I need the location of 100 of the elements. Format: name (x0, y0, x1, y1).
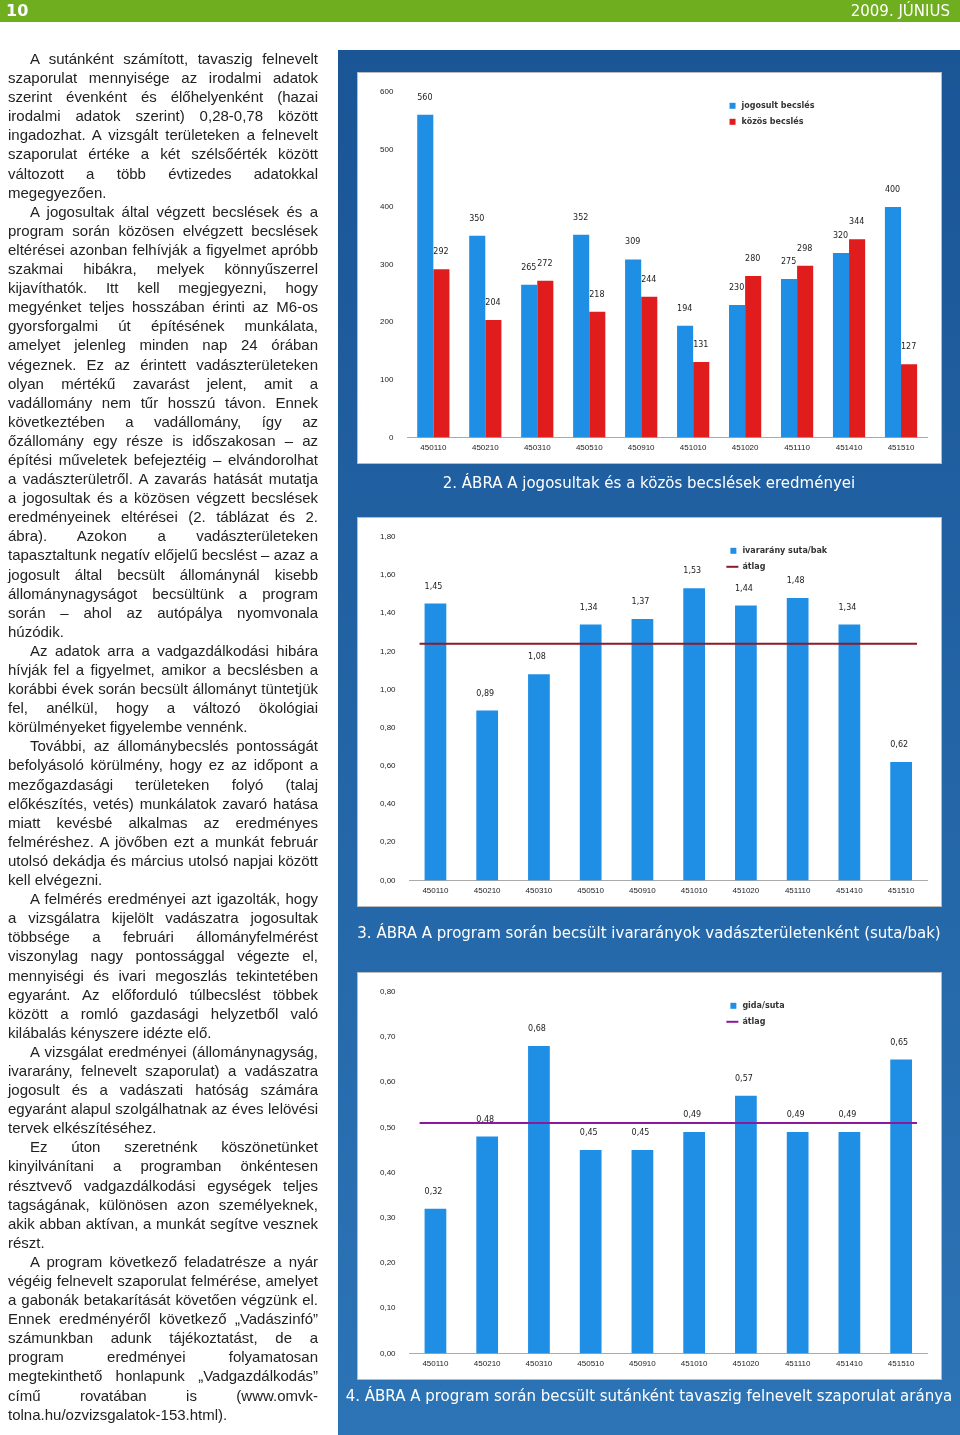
x-tick-label: 451020 (731, 443, 760, 453)
bar (890, 762, 912, 881)
data-label: 265 (521, 262, 537, 272)
y-tick-label: 1,00 (379, 684, 397, 694)
x-tick-label: 450910 (629, 886, 657, 896)
data-label: 0,62 (890, 740, 909, 750)
x-tick-label: 450110 (422, 886, 450, 896)
y-tick-label: 500 (379, 144, 394, 154)
data-label: 218 (589, 289, 605, 299)
y-tick-label: 400 (379, 202, 394, 212)
x-tick-label: 451010 (680, 1359, 709, 1369)
x-tick-label: 450210 (473, 886, 502, 896)
x-tick-label: 450210 (473, 1359, 502, 1369)
text: 2009. JÚNIUS (850, 2, 950, 20)
bar (838, 624, 861, 881)
x-tick-label: 450310 (523, 443, 552, 453)
data-label: 1,45 (424, 581, 443, 591)
legend-label: átlag (742, 561, 766, 571)
bar (838, 1131, 861, 1354)
data-label: 127 (901, 342, 917, 352)
data-label: 350 (469, 213, 485, 223)
y-tick-label: 1,20 (379, 646, 397, 656)
text: A program következő feladatrésze a nyár végéig felnevelt szaporulat felmérése, amelyet a gabonák betakarítását követően végzünk el. Ennek eredményéről következő „Vadászinfó” számunkban adunk tájékoztatást, de a program eredményei folyamatosan megtekinthető honlapunk „Vadgazdálkodás” című rovatában is (www.omvk-tolna.hu/ozvizsgalatok-153.html). (8, 1252, 318, 1423)
legend-label: ivararány suta/bak (742, 545, 828, 555)
x-tick-label: 450110 (422, 1359, 450, 1369)
bar (786, 1131, 809, 1354)
data-label: 1,37 (631, 596, 650, 606)
x-tick-label: 451010 (680, 886, 709, 896)
bar (417, 114, 434, 438)
legend-label: gida/suta (742, 1000, 785, 1010)
y-tick-label: 0,60 (379, 761, 397, 771)
data-label: 0,89 (476, 688, 495, 698)
data-label: 0,45 (579, 1128, 598, 1138)
x-tick-label: 450910 (629, 1359, 657, 1369)
bar (832, 253, 850, 438)
data-label: 0,57 (735, 1073, 753, 1083)
data-label: 292 (433, 247, 449, 257)
bar (786, 597, 809, 881)
x-tick-label: 450110 (420, 443, 447, 453)
data-label: 309 (625, 237, 641, 247)
y-tick-label: 0 (388, 432, 394, 442)
x-tick-label: 451020 (732, 1359, 760, 1369)
y-tick-label: 1,60 (379, 570, 397, 580)
bar (884, 207, 902, 438)
y-tick-label: 0,70 (379, 1032, 397, 1042)
bar (424, 603, 447, 881)
y-tick-label: 0,10 (379, 1303, 397, 1313)
bar (677, 325, 694, 438)
y-tick-label: 0,20 (379, 1258, 397, 1268)
bar (579, 1150, 602, 1354)
bar (469, 235, 486, 438)
x-tick-label: 451510 (887, 886, 916, 896)
bar (424, 1208, 447, 1354)
y-tick-label: 0,80 (379, 722, 397, 732)
y-tick-label: 100 (379, 375, 394, 384)
data-label: 131 (693, 340, 709, 350)
data-label: 244 (641, 274, 657, 284)
bar (476, 710, 499, 881)
legend-label: jogosult becslés (740, 99, 815, 110)
legend-label: közös becslés (741, 115, 804, 126)
x-tick-label: 450910 (627, 443, 656, 453)
bar (890, 1059, 912, 1354)
data-label: 0,68 (528, 1024, 546, 1034)
x-tick-label: 451410 (836, 1359, 864, 1369)
x-tick-label: 450510 (577, 1359, 605, 1369)
data-label: 0,48 (476, 1114, 495, 1124)
x-tick-label: 451110 (784, 1359, 811, 1369)
y-tick-label: 0,00 (379, 1348, 397, 1358)
x-tick-label: 450510 (575, 443, 604, 453)
bar (901, 364, 918, 438)
y-tick-label: 0,40 (379, 799, 397, 809)
y-tick-label: 1,40 (379, 608, 397, 618)
x-tick-label: 451020 (732, 886, 760, 896)
x-tick-label: 451410 (835, 443, 863, 453)
y-tick-label: 300 (379, 259, 394, 269)
data-label: 1,08 (528, 652, 546, 662)
bar (528, 674, 550, 881)
data-label: 275 (780, 257, 797, 267)
bar (625, 259, 642, 438)
data-label: 0,32 (424, 1186, 443, 1196)
x-tick-label: 451110 (784, 443, 811, 453)
y-tick-label: 0,60 (379, 1077, 397, 1087)
data-label: 1,34 (579, 602, 598, 612)
y-tick-label: 200 (379, 317, 394, 327)
bar (537, 280, 554, 438)
text: 4. ÁBRA A program során becsült sutánként tavaszig felnevelt szaporulat aránya (344, 1387, 954, 1405)
bar (735, 1095, 757, 1354)
bar (631, 618, 654, 881)
text: A felmérés eredményei azt igazolták, hogy a vizsgálatra kijelölt vadászatra jogosultak többsége a februári állományfelmérést viszonylag nagy pontossággal végezte el, mennyiségi és ivari megoszlás tekintetében egyaránt. Az előforduló túlbecslést többek között a romló gazdasági helyzetből való kilábalás kényszere idézte elő. (8, 889, 318, 1042)
y-tick-label: 0,00 (379, 875, 397, 885)
text: Ez úton szeretnénk köszönetünket kinyilvánítani a programban önkéntesen résztvevő vadgazdálkodási egységek teljes tagságának, különösen azon személyeknek, akik abban aktívan, a munkát segítve vesznek részt. (8, 1137, 318, 1252)
y-tick-label: 0,40 (379, 1167, 397, 1177)
data-label: 0,45 (631, 1128, 650, 1138)
bar (573, 234, 590, 438)
data-label: 194 (677, 303, 693, 313)
data-label: 0,49 (786, 1110, 805, 1119)
legend-label: átlag (742, 1016, 766, 1026)
text: A sutánként számított, tavaszig felnevelt szaporulat mennyisége az irodalmi adatok szerint évenként és élőhelyenként (hazai irodalmi adatok szerint) 0,28-0,78 között ingadozhat. A vizsgált területeken a felnevelt szaporulat értéke a két szélsőérték között változott a több évtizedes adatokkal megegyezően. (8, 49, 318, 202)
y-tick-label: 0,80 (379, 987, 397, 996)
bar (693, 361, 710, 438)
